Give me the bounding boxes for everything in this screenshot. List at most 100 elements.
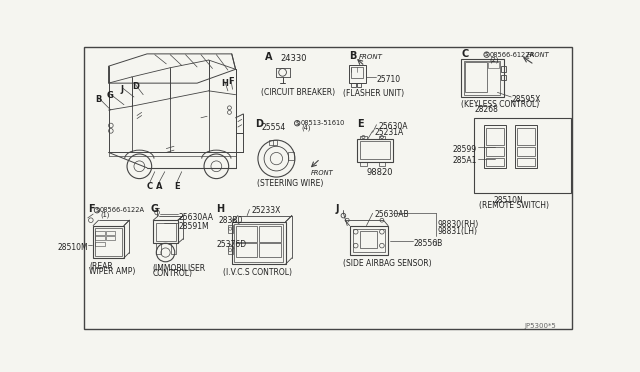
Text: J: J: [336, 204, 339, 214]
Bar: [360, 162, 367, 166]
Text: G: G: [107, 91, 114, 100]
Text: A: A: [156, 182, 163, 191]
Bar: [171, 243, 175, 254]
Text: E: E: [174, 182, 180, 191]
Text: 28599: 28599: [452, 145, 477, 154]
Text: 08566-6122A: 08566-6122A: [490, 52, 534, 58]
Bar: [474, 118, 570, 193]
Bar: [486, 147, 504, 156]
Bar: [259, 226, 281, 242]
Text: (4): (4): [301, 125, 310, 131]
Bar: [106, 231, 115, 235]
Text: G: G: [151, 204, 159, 214]
Bar: [232, 222, 285, 264]
Text: C: C: [461, 49, 468, 59]
Bar: [515, 125, 537, 168]
Text: B: B: [95, 96, 102, 105]
Bar: [95, 242, 105, 246]
Text: 25630AB: 25630AB: [374, 210, 409, 219]
Text: 283B0: 283B0: [219, 216, 243, 225]
Text: FRONT: FRONT: [311, 170, 333, 176]
Bar: [351, 67, 364, 78]
Text: C: C: [147, 182, 153, 191]
Bar: [501, 76, 506, 80]
Bar: [153, 220, 178, 243]
Text: 08566-6122A: 08566-6122A: [100, 207, 145, 213]
Text: FRONT: FRONT: [527, 52, 549, 58]
Text: 25554: 25554: [261, 123, 285, 132]
Bar: [486, 128, 504, 145]
Text: S: S: [485, 52, 488, 57]
Bar: [357, 139, 393, 162]
Bar: [488, 62, 499, 68]
Text: (CIRCUIT BREAKER): (CIRCUIT BREAKER): [261, 88, 335, 97]
Text: 25376D: 25376D: [216, 240, 246, 249]
Text: (REAR: (REAR: [90, 262, 113, 271]
Bar: [236, 243, 257, 257]
Text: D: D: [132, 81, 140, 91]
Bar: [95, 231, 105, 235]
Bar: [353, 229, 385, 252]
Text: B: B: [349, 51, 356, 61]
Text: S: S: [296, 121, 299, 126]
Bar: [349, 65, 365, 83]
Text: 28556B: 28556B: [413, 239, 443, 248]
Text: F: F: [228, 77, 234, 86]
Bar: [461, 58, 504, 97]
Text: 25231A: 25231A: [374, 128, 403, 137]
Text: D: D: [255, 119, 263, 129]
Text: 98831(LH): 98831(LH): [437, 227, 477, 236]
Text: FRONT: FRONT: [359, 54, 383, 60]
Bar: [357, 83, 361, 87]
Text: A: A: [265, 52, 273, 62]
Text: S: S: [95, 208, 99, 213]
Bar: [516, 147, 535, 156]
Bar: [516, 158, 535, 166]
Text: 08513-51610: 08513-51610: [301, 120, 346, 126]
Bar: [484, 125, 506, 168]
Text: (I.V.C.S CONTROL): (I.V.C.S CONTROL): [223, 268, 291, 277]
Bar: [501, 66, 506, 73]
Bar: [228, 225, 232, 232]
Text: 98820: 98820: [367, 168, 393, 177]
Text: 25710: 25710: [376, 76, 401, 84]
Text: JP5300*5: JP5300*5: [524, 323, 556, 329]
Text: 25630AA: 25630AA: [179, 212, 214, 221]
Text: (1): (1): [100, 212, 109, 218]
Bar: [379, 135, 385, 140]
Text: 25233X: 25233X: [251, 206, 280, 215]
Bar: [228, 246, 232, 254]
Text: (REMOTE SWITCH): (REMOTE SWITCH): [479, 201, 549, 210]
Bar: [234, 224, 284, 262]
Bar: [288, 153, 294, 160]
Text: 98830(RH): 98830(RH): [437, 220, 479, 229]
Text: (2): (2): [490, 57, 499, 64]
Text: (STEERING WIRE): (STEERING WIRE): [257, 179, 324, 187]
Text: 28595X: 28595X: [511, 95, 541, 104]
Text: H: H: [221, 78, 228, 87]
Text: (IMMOBILISER: (IMMOBILISER: [152, 264, 205, 273]
Text: 28268: 28268: [474, 106, 498, 115]
Text: WIPER AMP): WIPER AMP): [90, 267, 136, 276]
Text: E: E: [357, 119, 364, 129]
Bar: [360, 231, 378, 248]
Bar: [379, 162, 385, 166]
Text: J: J: [120, 86, 123, 94]
Bar: [465, 62, 486, 92]
Bar: [349, 225, 388, 255]
Bar: [463, 61, 500, 95]
Text: 24330: 24330: [280, 54, 307, 63]
Bar: [156, 243, 161, 254]
Bar: [486, 158, 504, 166]
Bar: [360, 135, 367, 140]
Text: 28591M: 28591M: [179, 222, 209, 231]
Text: (SIDE AIRBAG SENSOR): (SIDE AIRBAG SENSOR): [344, 259, 432, 268]
Bar: [95, 228, 122, 256]
Bar: [156, 222, 175, 241]
Text: 28510N: 28510N: [493, 196, 524, 205]
Text: (KEYLESS CONTROL): (KEYLESS CONTROL): [461, 100, 540, 109]
Text: (FLASHER UNIT): (FLASHER UNIT): [344, 89, 404, 98]
Bar: [93, 225, 124, 258]
Text: CONTROL): CONTROL): [152, 269, 193, 279]
Text: 25630A: 25630A: [378, 122, 408, 131]
